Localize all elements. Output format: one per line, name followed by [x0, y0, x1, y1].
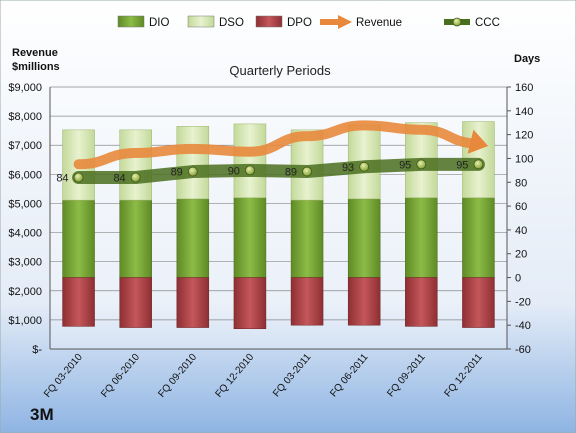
ccc-data-label: 90 — [228, 165, 240, 177]
bar-dpo — [119, 277, 152, 328]
revenue-arrowhead — [467, 129, 489, 154]
left-tick-label: $9,000 — [8, 82, 42, 94]
bar-dpo — [233, 277, 267, 330]
ccc-point — [359, 161, 370, 172]
bar-dio — [405, 197, 438, 278]
ccc-point — [73, 172, 84, 183]
gridlines — [50, 86, 507, 350]
right-tick-label: -20 — [515, 296, 531, 308]
bars — [62, 121, 495, 330]
legend-dot — [452, 17, 462, 27]
bar-dso — [176, 126, 210, 200]
legend-label: Revenue — [356, 17, 402, 29]
bar-dio — [462, 197, 495, 278]
right-tick-label: 0 — [515, 273, 521, 285]
right-tick-label: 140 — [515, 106, 533, 118]
bar-dpo — [405, 277, 438, 327]
legend-swatch — [187, 15, 215, 28]
ccc-point — [187, 166, 198, 177]
right-tick-label: 40 — [515, 225, 527, 237]
ccc-point — [302, 166, 312, 177]
bar-dio — [176, 198, 210, 278]
company-label: 3M — [30, 405, 54, 424]
ccc-point — [416, 159, 427, 170]
legend-label: DSO — [219, 17, 244, 29]
ccc-point — [130, 172, 141, 183]
bar-dio — [62, 199, 95, 278]
bar-dio — [119, 199, 152, 278]
ccc-data-label: 84 — [113, 173, 125, 185]
ccc-data-label: 89 — [285, 167, 297, 179]
bar-dso — [119, 129, 152, 201]
right-tick-label: 160 — [515, 82, 533, 94]
plot-area — [50, 87, 507, 349]
bar-dpo — [347, 277, 381, 326]
legend-label: CCC — [475, 17, 500, 29]
right-tick-label: 120 — [515, 130, 533, 142]
legend-arrow — [338, 15, 352, 29]
bar-dpo — [62, 277, 95, 327]
right-tick-label: -60 — [515, 344, 531, 356]
legend-label: DPO — [287, 17, 312, 29]
legend[interactable]: DIO DSO DPO Revenue CCC — [117, 15, 500, 29]
bar-dpo — [176, 277, 210, 328]
right-axis-label: Days — [514, 53, 540, 65]
bar-dio — [290, 199, 324, 278]
legend-label: DIO — [149, 17, 170, 29]
legend-swatch — [255, 15, 283, 28]
ccc-data-label: 93 — [342, 162, 354, 174]
bar-dpo — [462, 277, 495, 328]
ccc-line — [72, 157, 485, 185]
right-tick-label: 80 — [515, 177, 527, 189]
chart-title: Quarterly Periods — [229, 63, 331, 78]
bar-dso — [233, 123, 267, 199]
ccc-point — [245, 165, 255, 176]
left-tick-label: $1,000 — [8, 315, 42, 327]
right-tick-label: 60 — [515, 201, 527, 213]
bar-dio — [347, 198, 381, 278]
right-tick-label: 20 — [515, 249, 527, 261]
ccc-point — [473, 159, 484, 170]
ccc-data-label: 95 — [399, 159, 411, 171]
left-tick-label: $7,000 — [8, 140, 42, 152]
legend-swatch — [117, 15, 145, 28]
left-tick-label: $2,000 — [8, 286, 42, 298]
revenue-line — [73, 120, 484, 170]
lines — [72, 120, 489, 185]
data-labels: 84 84 89 90 89 93 95 95 — [56, 159, 468, 184]
left-tick-label: $- — [32, 344, 42, 356]
left-tick-label: $6,000 — [8, 169, 42, 181]
bar-dpo — [290, 277, 324, 326]
ccc-data-label: 89 — [171, 167, 183, 179]
left-tick-label: $8,000 — [8, 111, 42, 123]
left-axis-label-line2: $millions — [12, 61, 60, 73]
bar-dio — [233, 197, 267, 278]
left-axis-label-line1: Revenue — [12, 47, 58, 59]
left-tick-label: $5,000 — [8, 198, 42, 210]
right-tick-label: 100 — [515, 153, 533, 165]
ccc-data-label: 95 — [456, 159, 468, 171]
ccc-data-label: 84 — [56, 173, 68, 185]
left-tick-label: $4,000 — [8, 228, 42, 240]
right-tick-label: -40 — [515, 320, 531, 332]
left-tick-label: $3,000 — [8, 257, 42, 269]
